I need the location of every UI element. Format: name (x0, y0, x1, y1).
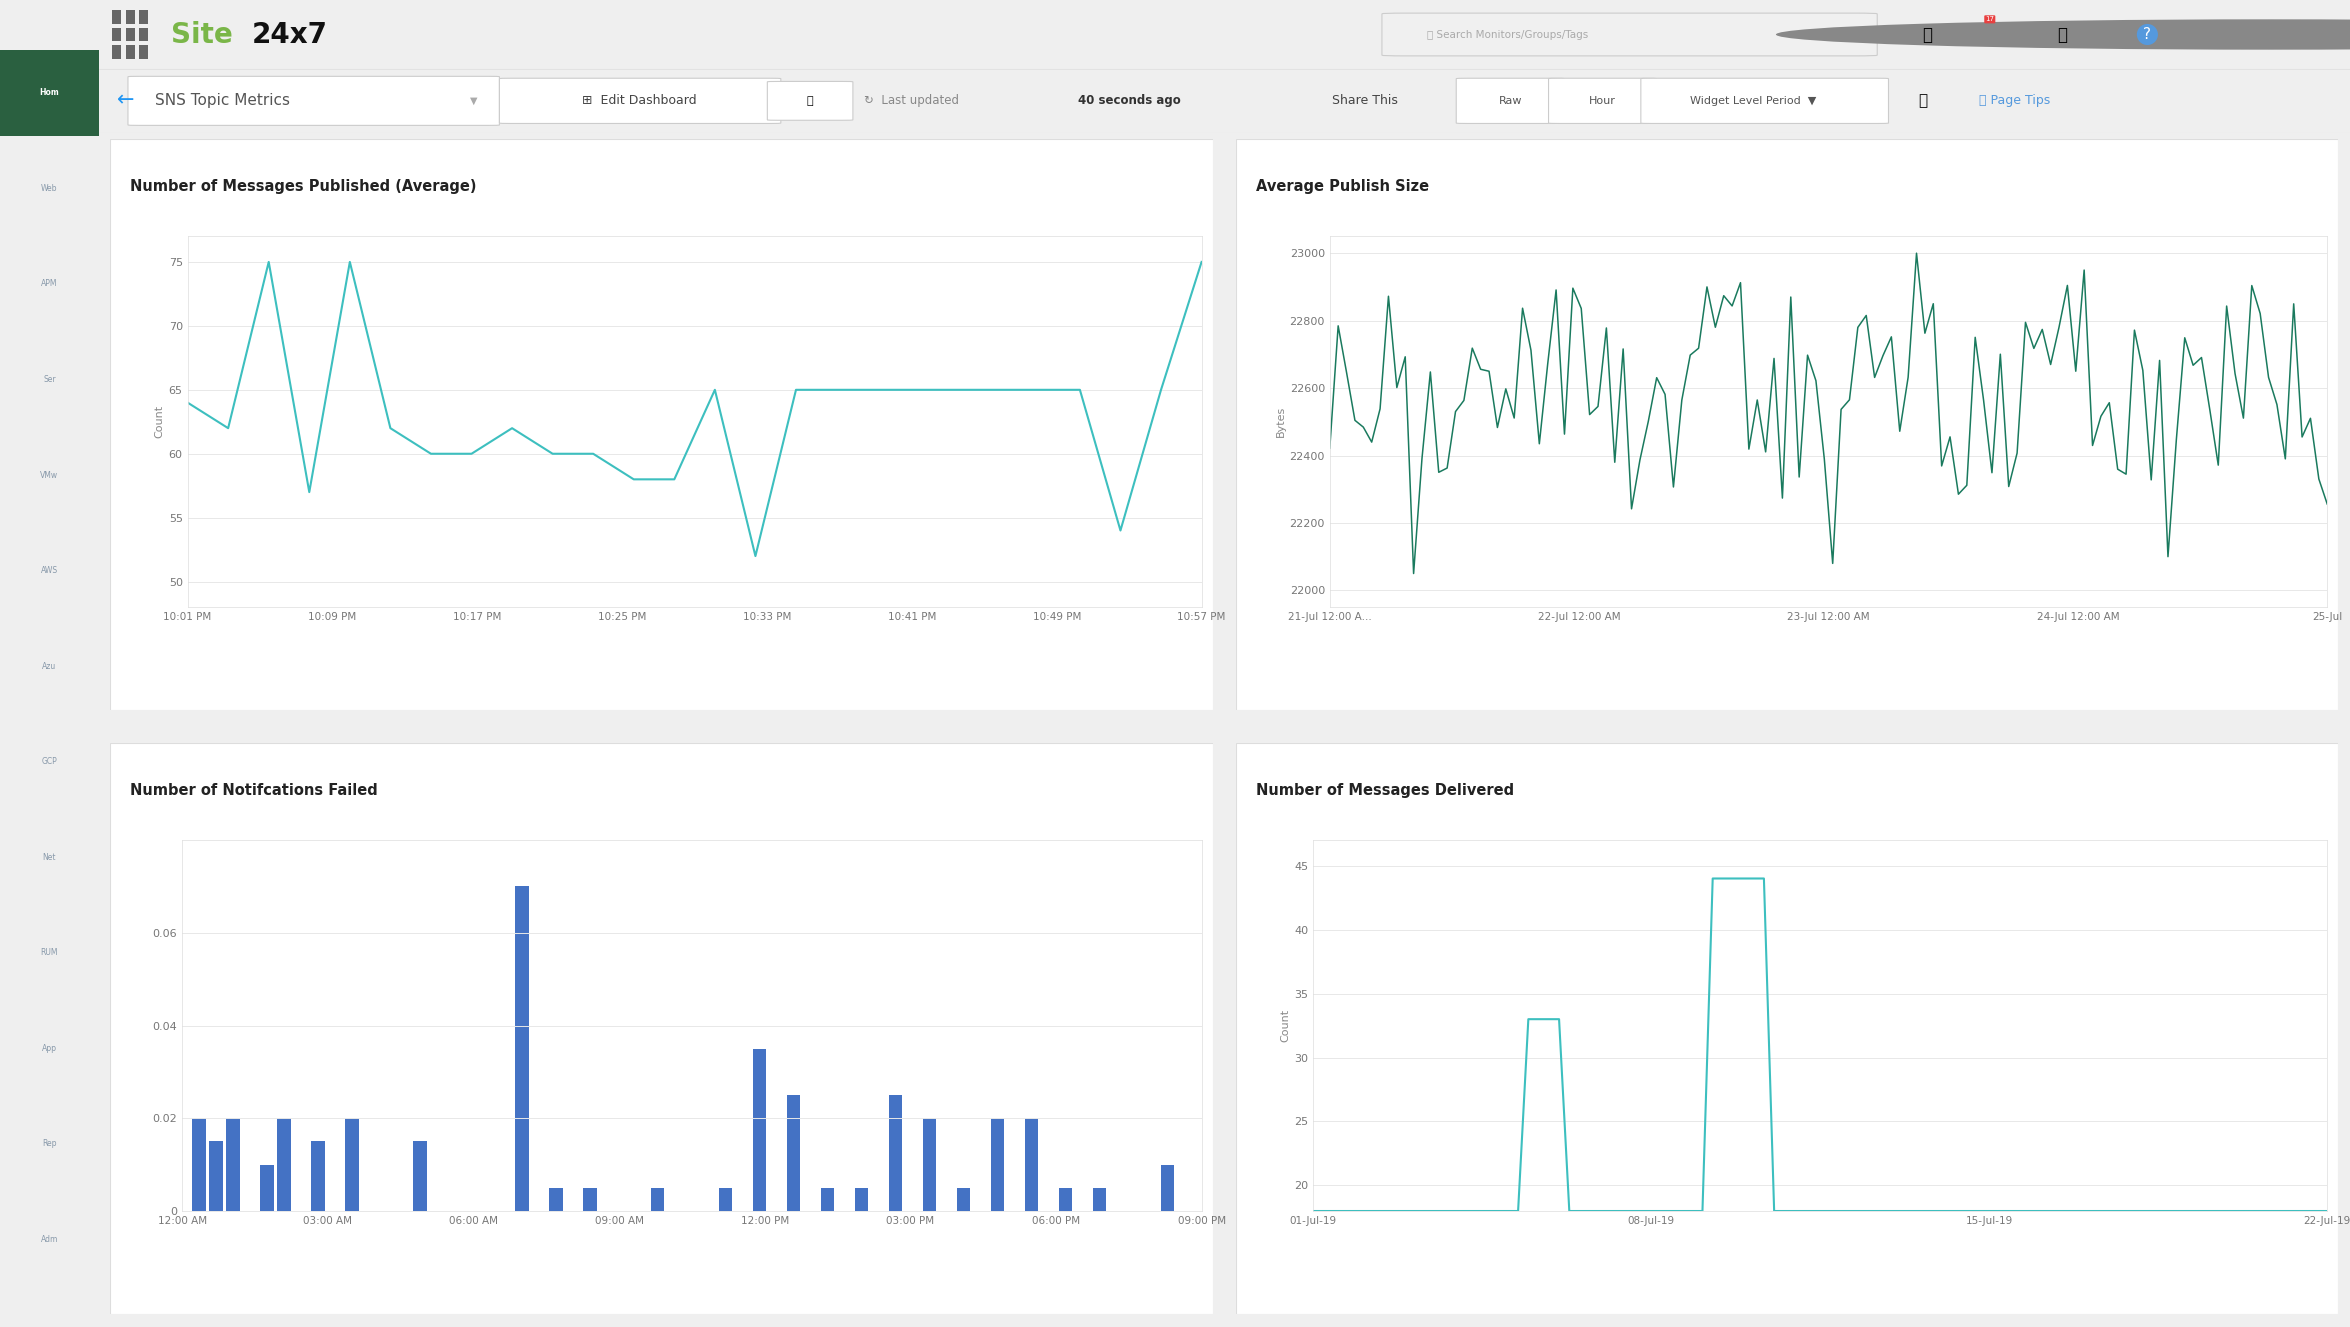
Text: Average Publish Size: Average Publish Size (1255, 179, 1429, 194)
Bar (0, 50, 99, 135)
Bar (139, 11, 148, 24)
Bar (651, 1188, 665, 1212)
Text: 💡 Page Tips: 💡 Page Tips (1979, 94, 2049, 107)
Text: VMw: VMw (40, 471, 59, 479)
FancyBboxPatch shape (768, 81, 853, 121)
Text: 17: 17 (1986, 16, 1995, 23)
Y-axis label: Bytes: Bytes (1276, 406, 1285, 438)
Bar (719, 1188, 733, 1212)
Text: SNS Topic Metrics: SNS Topic Metrics (155, 93, 289, 109)
Bar (139, 28, 148, 41)
FancyBboxPatch shape (1549, 78, 1657, 123)
Text: Raw: Raw (1499, 96, 1523, 106)
Text: Number of Messages Delivered: Number of Messages Delivered (1255, 783, 1513, 798)
Bar (345, 1119, 360, 1212)
Text: Hom: Hom (40, 89, 59, 97)
FancyBboxPatch shape (1640, 78, 1889, 123)
Bar (125, 28, 134, 41)
Bar (125, 45, 134, 58)
Bar (550, 1188, 562, 1212)
Y-axis label: Count: Count (155, 405, 164, 438)
Bar (515, 886, 529, 1212)
Bar (125, 11, 134, 24)
Text: RUM: RUM (40, 949, 59, 957)
Y-axis label: Count: Count (1281, 1009, 1290, 1042)
Text: Web: Web (40, 184, 59, 192)
Text: 💬: 💬 (2056, 25, 2068, 44)
FancyBboxPatch shape (501, 78, 780, 123)
Bar (139, 45, 148, 58)
Text: Number of Notifcations Failed: Number of Notifcations Failed (129, 783, 378, 798)
Bar (113, 28, 122, 41)
Text: APM: APM (40, 280, 59, 288)
Circle shape (1777, 20, 2350, 49)
Bar (1093, 1188, 1107, 1212)
Text: ▼: ▼ (470, 96, 477, 106)
Bar (1060, 1188, 1072, 1212)
Text: Ser: Ser (42, 376, 56, 384)
Text: Net: Net (42, 853, 56, 861)
Bar (313, 1141, 324, 1212)
Text: AWS: AWS (40, 567, 59, 575)
Text: ?: ? (2143, 27, 2150, 42)
Bar (414, 1141, 428, 1212)
Text: Hour: Hour (1589, 96, 1617, 106)
Bar (261, 1165, 273, 1212)
Text: 📷: 📷 (806, 96, 813, 106)
Text: 🔍 Search Monitors/Groups/Tags: 🔍 Search Monitors/Groups/Tags (1426, 29, 1589, 40)
Bar (1025, 1119, 1039, 1212)
Text: Share This: Share This (1332, 94, 1398, 107)
Text: Widget Level Period  ▼: Widget Level Period ▼ (1690, 96, 1817, 106)
Text: App: App (42, 1044, 56, 1052)
Bar (752, 1048, 766, 1212)
Bar (855, 1188, 870, 1212)
FancyBboxPatch shape (127, 77, 501, 125)
Bar (1161, 1165, 1175, 1212)
Text: GCP: GCP (42, 758, 56, 766)
Bar (820, 1188, 834, 1212)
Text: 🌙: 🌙 (1918, 93, 1927, 109)
Text: 24x7: 24x7 (251, 20, 327, 49)
Text: ↻  Last updated: ↻ Last updated (865, 94, 963, 107)
Bar (924, 1119, 935, 1212)
Bar (583, 1188, 597, 1212)
Text: Adm: Adm (40, 1235, 59, 1243)
Bar (209, 1141, 223, 1212)
Text: ⊞  Edit Dashboard: ⊞ Edit Dashboard (583, 94, 696, 107)
Bar (956, 1188, 971, 1212)
Bar (992, 1119, 1003, 1212)
Text: Site: Site (172, 20, 233, 49)
Bar (113, 45, 122, 58)
FancyBboxPatch shape (1457, 78, 1565, 123)
Text: 🔔: 🔔 (1922, 25, 1932, 44)
Text: 40 seconds ago: 40 seconds ago (1079, 94, 1180, 107)
Text: Number of Messages Published (Average): Number of Messages Published (Average) (129, 179, 477, 194)
FancyBboxPatch shape (1382, 13, 1878, 56)
Bar (787, 1095, 801, 1212)
Bar (226, 1119, 240, 1212)
Text: Rep: Rep (42, 1140, 56, 1148)
Bar (277, 1119, 291, 1212)
Bar (113, 11, 122, 24)
Text: ←: ← (118, 90, 134, 111)
Text: Azu: Azu (42, 662, 56, 670)
Bar (888, 1095, 902, 1212)
Bar (193, 1119, 207, 1212)
